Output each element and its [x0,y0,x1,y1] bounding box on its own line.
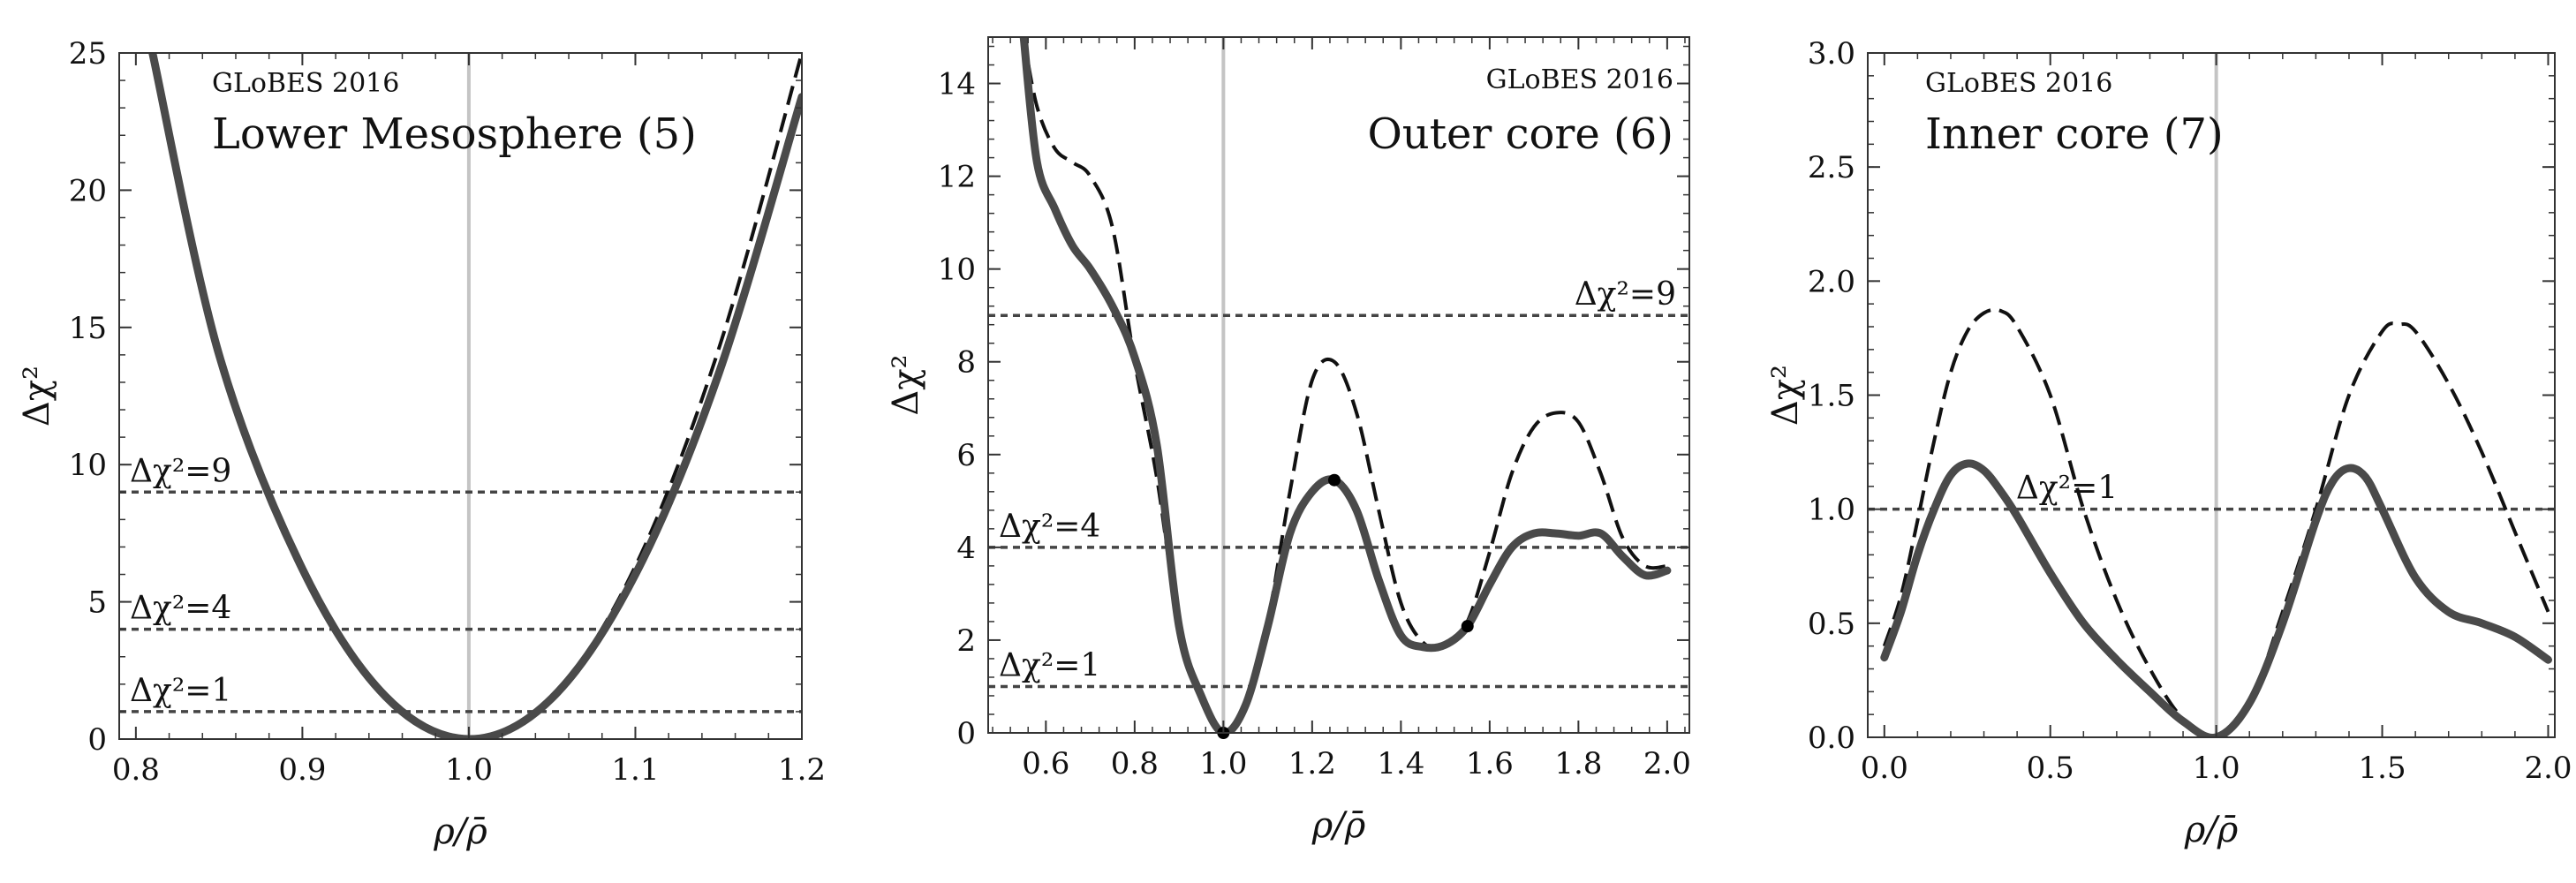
y-tick-label: 1.5 [1808,379,1855,414]
y-tick-label: 2 [956,623,976,659]
plot-frame [118,52,803,740]
y-tick-label: 2.0 [1808,264,1855,299]
y-tick-label: 3.0 [1808,36,1855,72]
data-point [1327,473,1341,487]
x-axis-label: ρ/ρ̄ [2184,810,2239,850]
panel-title: Inner core (7) [1925,109,2224,159]
solid-curve [1880,459,2552,737]
y-tick-label: 14 [938,67,976,102]
panel-1: Δχ²=9 Δχ²=4 Δχ²=1 0.8 0.9 1.0 1.1 1.2 0 5 10 15 20 25… [17,36,826,852]
delta-chi2-label: Δχ²=9 [130,453,231,489]
panel-title: Outer core (6) [1367,109,1673,159]
x-axis-label: ρ/ρ̄ [433,811,487,852]
dashed-curve [1882,307,2550,737]
x-axis-label: ρ/ρ̄ [1311,805,1366,846]
y-tick-label: 20 [69,173,107,208]
series-group [1019,37,1672,733]
y-axis: 0.0 0.5 1.0 1.5 2.0 2.5 3.0 [1808,36,2555,756]
y-tick-label: 6 [956,438,976,473]
y-axis: 0 5 10 15 20 25 [69,36,802,758]
x-tick-label: 1.0 [2193,751,2240,786]
y-tick-label: 10 [69,448,107,483]
x-tick-label: 1.4 [1377,746,1424,781]
delta-chi2-label: Δχ²=1 [2016,471,2118,507]
x-tick-label: 0.6 [1022,746,1069,781]
y-axis-label: Δχ² [1765,365,1806,426]
delta-chi2-label: Δχ²=1 [130,673,231,709]
x-tick-label: 1.0 [445,752,493,788]
x-tick-label: 1.8 [1554,746,1602,781]
y-tick-label: 4 [956,531,976,566]
x-tick-label: 1.2 [778,752,826,788]
y-axis: 0 2 4 6 8 10 12 14 [938,45,1689,751]
x-tick-label: 1.1 [611,752,659,788]
globes-watermark: GLoBES 2016 [1925,68,2112,99]
solid-curve [1019,37,1672,733]
x-axis: 0.8 0.9 1.0 1.1 1.2 [112,53,826,788]
globes-watermark: GLoBES 2016 [212,68,399,99]
delta-chi2-label: Δχ²=1 [999,647,1100,683]
x-tick-label: 1.6 [1466,746,1514,781]
x-tick-label: 0.0 [1861,751,1908,786]
panel-title: Lower Mesosphere (5) [212,109,697,159]
data-point [1461,620,1474,633]
x-tick-label: 0.5 [2027,751,2074,786]
x-tick-label: 0.9 [278,752,326,788]
x-tick-label: 2.0 [1643,746,1691,781]
y-axis-label: Δχ² [17,366,57,426]
y-tick-label: 1.0 [1808,493,1855,528]
x-tick-label: 1.5 [2359,751,2406,786]
y-tick-label: 2.5 [1808,150,1855,185]
x-axis: 0.0 0.5 1.0 1.5 2.0 [1861,53,2572,786]
x-tick-label: 1.2 [1288,746,1336,781]
globes-watermark: GLoBES 2016 [1486,64,1673,95]
y-tick-label: 25 [69,36,107,72]
y-tick-label: 8 [956,345,976,381]
x-tick-label: 2.0 [2524,751,2572,786]
plot-frame [987,36,1690,734]
panel-3: Δχ²=1 0.0 0.5 1.0 1.5 2.0 0.0 0.5 1.0 1.5 2.0 2.5 3.… [1765,36,2572,850]
y-tick-label: 12 [938,160,976,195]
y-tick-label: 0.0 [1808,721,1855,756]
y-tick-label: 15 [69,311,107,346]
x-tick-label: 0.8 [112,752,160,788]
delta-chi2-label: Δχ²=9 [1575,276,1676,313]
delta-chi2-label: Δχ²=4 [130,591,231,627]
y-tick-label: 0.5 [1808,607,1855,642]
series-group [1880,307,2552,737]
y-tick-label: 0 [87,722,107,758]
x-tick-label: 1.0 [1199,746,1247,781]
y-tick-label: 10 [938,253,976,288]
delta-chi2-label: Δχ²=4 [999,509,1100,545]
y-axis-label: Δχ² [886,354,926,415]
x-axis: 0.6 0.8 1.0 1.2 1.4 1.6 1.8 2.0 [992,37,1691,781]
x-tick-label: 0.8 [1111,746,1159,781]
dashed-curve [1022,37,1668,733]
y-tick-label: 0 [956,716,976,751]
y-tick-label: 5 [87,585,107,621]
